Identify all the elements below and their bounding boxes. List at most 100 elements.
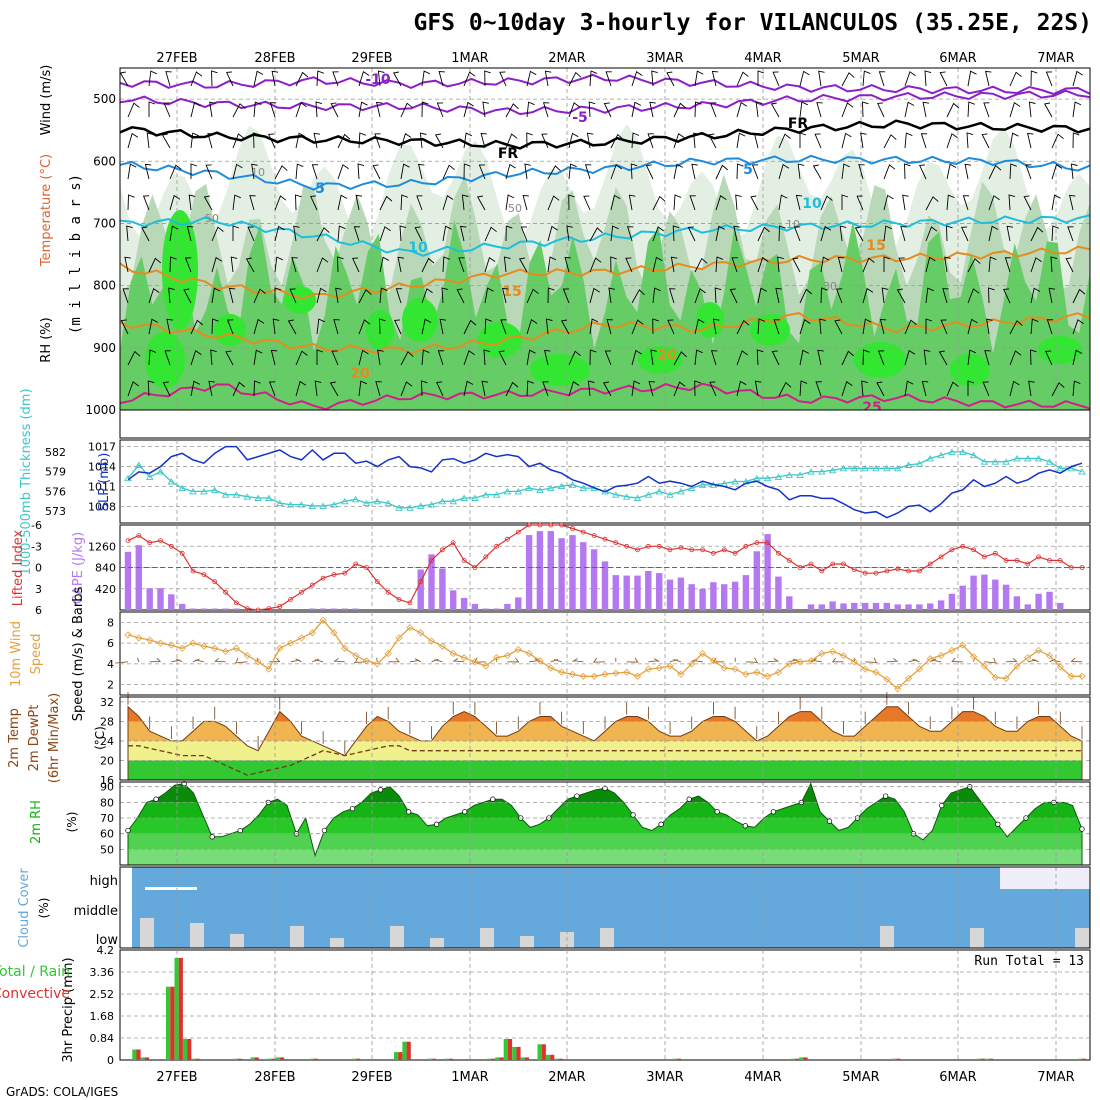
cape-bar bbox=[428, 554, 435, 610]
wind-barb bbox=[967, 380, 975, 396]
wind-speed-point bbox=[417, 629, 425, 637]
wind-speed-point bbox=[601, 670, 609, 678]
wind-barb bbox=[729, 288, 738, 304]
precip-ytick: 3.36 bbox=[90, 966, 115, 979]
lifted-index-point bbox=[374, 579, 380, 585]
wind-barb bbox=[374, 133, 381, 149]
wind-barb bbox=[203, 195, 213, 211]
wind-barb bbox=[311, 164, 319, 180]
cape-bar bbox=[590, 549, 598, 610]
wind10m-barb bbox=[865, 661, 878, 664]
wind-barb bbox=[505, 381, 519, 397]
cape-bar bbox=[1013, 596, 1021, 610]
precip-total-bar bbox=[495, 1057, 500, 1060]
wind-barb bbox=[967, 349, 976, 366]
lifted-index-point bbox=[992, 550, 998, 556]
wind-barb bbox=[858, 164, 865, 180]
rh-point bbox=[153, 796, 159, 802]
wind-barb bbox=[441, 287, 449, 304]
x-tick-bottom-0: 27FEB bbox=[156, 1070, 197, 1085]
thickness-point bbox=[536, 486, 544, 494]
lifted-index-point bbox=[721, 547, 727, 553]
wind-speed-point bbox=[774, 668, 783, 676]
cape-bar bbox=[851, 602, 858, 610]
wind-barb bbox=[652, 256, 663, 273]
lifted-index-point bbox=[353, 561, 359, 567]
wind-barb bbox=[792, 257, 801, 273]
wind-barb bbox=[799, 132, 807, 148]
thickness-point bbox=[438, 497, 447, 505]
wind-barb bbox=[946, 381, 959, 397]
upper-ytick-600: 600 bbox=[93, 154, 116, 168]
precip-total-bar bbox=[892, 1058, 897, 1060]
wind-barb bbox=[274, 225, 285, 242]
wind-barb bbox=[421, 257, 435, 273]
cape-bar bbox=[558, 538, 565, 610]
wind10m-barb bbox=[1031, 658, 1039, 663]
wind-speed-point bbox=[135, 634, 143, 642]
wind-speed-point bbox=[926, 655, 934, 663]
wind-barb bbox=[183, 288, 192, 304]
wind-barb bbox=[463, 71, 476, 87]
wind-barb bbox=[736, 163, 744, 180]
lifted-index-point bbox=[201, 572, 207, 577]
upper-air-frame bbox=[119, 67, 1091, 439]
wind-speed-point bbox=[449, 649, 457, 658]
wind-speed-point bbox=[1035, 646, 1043, 654]
lifted-index-point bbox=[1068, 565, 1074, 570]
wind-barb bbox=[379, 318, 386, 335]
lifted-index-point bbox=[168, 543, 174, 549]
wind10m-barb bbox=[234, 661, 248, 664]
cape-bar bbox=[135, 545, 142, 610]
wind-barb bbox=[190, 349, 202, 366]
wind-barb bbox=[583, 195, 591, 211]
wind-speed-point bbox=[1045, 652, 1054, 660]
cloud-clear-patch bbox=[140, 918, 154, 948]
wind-barb bbox=[337, 225, 346, 242]
wind-barb bbox=[715, 225, 726, 242]
wind-speed-point bbox=[308, 629, 316, 637]
cape-bar bbox=[222, 608, 229, 610]
cape-bar bbox=[688, 584, 695, 610]
cape-bar bbox=[699, 588, 706, 611]
wind-speed-point bbox=[1067, 672, 1075, 680]
thickness-point bbox=[395, 504, 403, 511]
wind10m-barb bbox=[767, 660, 778, 663]
wind-barb bbox=[253, 349, 263, 366]
rh-point bbox=[433, 821, 440, 827]
wind-barb bbox=[122, 288, 129, 304]
wind-barb bbox=[358, 101, 368, 118]
wind-barb bbox=[966, 132, 974, 149]
wind-barb bbox=[230, 256, 238, 273]
thickness-point bbox=[622, 493, 631, 500]
wind-barb bbox=[568, 163, 577, 180]
cloud-clear-patch bbox=[520, 936, 534, 948]
lifted-index-point bbox=[776, 550, 781, 556]
thickness-point bbox=[514, 488, 523, 495]
wind-barb bbox=[253, 132, 260, 149]
wind-barb bbox=[463, 350, 475, 366]
wind-barb bbox=[1072, 319, 1084, 335]
thickness-point bbox=[948, 448, 956, 455]
wind-barb bbox=[921, 380, 929, 397]
wind-barb bbox=[631, 289, 645, 304]
wind-barb bbox=[562, 288, 570, 304]
wind-barb bbox=[526, 70, 537, 87]
wind-barb bbox=[127, 350, 141, 366]
lifted-index-point bbox=[418, 579, 424, 585]
wind-barb bbox=[560, 319, 570, 335]
wind-barb bbox=[652, 226, 664, 242]
wind-barb bbox=[505, 133, 518, 149]
wind-barb bbox=[693, 132, 700, 149]
wind-barb bbox=[988, 256, 997, 273]
wind-barb bbox=[920, 133, 928, 149]
x-tick-bottom-2: 29FEB bbox=[351, 1070, 392, 1085]
thickness-point bbox=[861, 464, 869, 472]
wind-barb bbox=[883, 164, 896, 180]
rh-point bbox=[770, 809, 777, 815]
wind-barb bbox=[442, 225, 452, 242]
precip-total-bar bbox=[976, 1058, 981, 1060]
cape-bar bbox=[417, 569, 424, 610]
wind-barbs bbox=[120, 70, 1086, 397]
wind-barb bbox=[271, 70, 279, 87]
